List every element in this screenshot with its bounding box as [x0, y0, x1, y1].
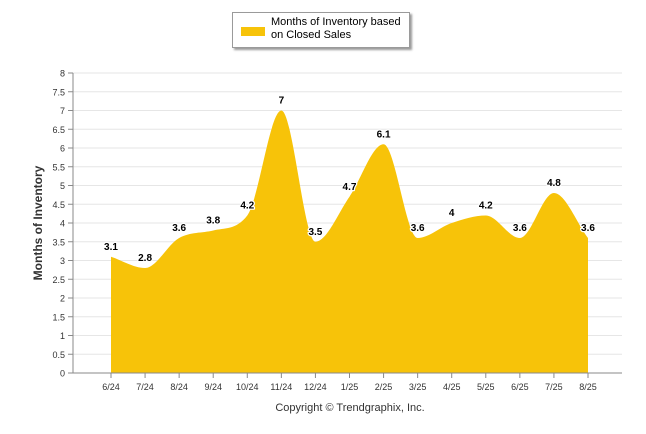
x-tick-label: 12/24 — [304, 382, 327, 392]
legend-label: Months of Inventory based on Closed Sale… — [271, 16, 401, 41]
x-tick-label: 8/25 — [579, 382, 597, 392]
x-tick-label: 7/24 — [136, 382, 154, 392]
data-labels: 3.1 2.8 3.6 3.8 4.2 7 3.5 4.7 6.1 3.6 4 4.2 3.6 4.8 3.… — [103, 94, 597, 265]
x-tick-label: 11/24 — [270, 382, 292, 392]
y-tick-label: 7.5 — [52, 87, 65, 97]
legend-swatch — [241, 27, 265, 36]
x-axis-ticks: 6/24 7/24 8/24 9/24 10/24 11/24 12/24 1/25 2/25 3… — [102, 373, 597, 392]
y-axis-label: Months of Inventory — [31, 165, 45, 281]
y-tick-label: 5 — [60, 181, 65, 191]
data-label: 3.6 — [513, 223, 527, 234]
y-tick-label: 8 — [60, 69, 65, 79]
area-fill — [111, 110, 588, 373]
y-tick-label: 3.5 — [52, 237, 65, 247]
x-tick-label: 6/25 — [511, 382, 529, 392]
y-tick-label: 0.5 — [52, 350, 65, 360]
area-series — [111, 110, 588, 373]
data-label: 3.1 — [104, 242, 118, 253]
x-tick-label: 10/24 — [236, 382, 259, 392]
y-tick-label: 2 — [60, 294, 65, 304]
x-tick-label: 6/24 — [102, 382, 120, 392]
x-tick-label: 1/25 — [341, 382, 359, 392]
y-tick-label: 3 — [60, 256, 65, 266]
legend: Months of Inventory based on Closed Sale… — [232, 12, 410, 48]
copyright-text: Copyright © Trendgraphix, Inc. — [275, 402, 425, 414]
y-tick-label: 5.5 — [52, 162, 65, 172]
data-label: 3.6 — [172, 223, 186, 234]
data-label: 3.6 — [581, 223, 595, 234]
data-label: 2.8 — [138, 253, 152, 264]
y-axis-ticks: 0 0.5 1 1.5 2 2.5 3 3.5 4 4.5 5 5.5 6 6.5 7 7.5 8 — [52, 69, 74, 379]
data-label: 3.5 — [308, 227, 322, 238]
data-label: 4.8 — [547, 178, 561, 189]
data-label: 3.8 — [206, 216, 220, 227]
y-tick-label: 1.5 — [52, 312, 65, 322]
x-tick-label: 2/25 — [375, 382, 393, 392]
x-tick-label: 9/24 — [204, 382, 222, 392]
x-tick-label: 4/25 — [443, 382, 461, 392]
x-tick-label: 5/25 — [477, 382, 495, 392]
y-tick-label: 4 — [60, 219, 65, 229]
x-tick-label: 3/25 — [409, 382, 427, 392]
y-tick-label: 6.5 — [52, 125, 65, 135]
data-label: 6.1 — [377, 129, 391, 140]
y-tick-label: 1 — [60, 331, 65, 341]
data-label: 4.2 — [240, 201, 254, 212]
y-tick-label: 0 — [60, 369, 65, 379]
y-tick-label: 4.5 — [52, 200, 65, 210]
data-label: 3.6 — [411, 223, 425, 234]
data-label: 7 — [279, 96, 285, 107]
y-tick-label: 2.5 — [52, 275, 65, 285]
x-tick-label: 8/24 — [170, 382, 188, 392]
data-label: 4.7 — [343, 182, 357, 193]
y-tick-label: 7 — [60, 106, 65, 116]
x-tick-label: 7/25 — [545, 382, 563, 392]
data-label: 4.2 — [479, 201, 493, 212]
data-label: 4 — [449, 208, 455, 219]
y-tick-label: 6 — [60, 144, 65, 154]
